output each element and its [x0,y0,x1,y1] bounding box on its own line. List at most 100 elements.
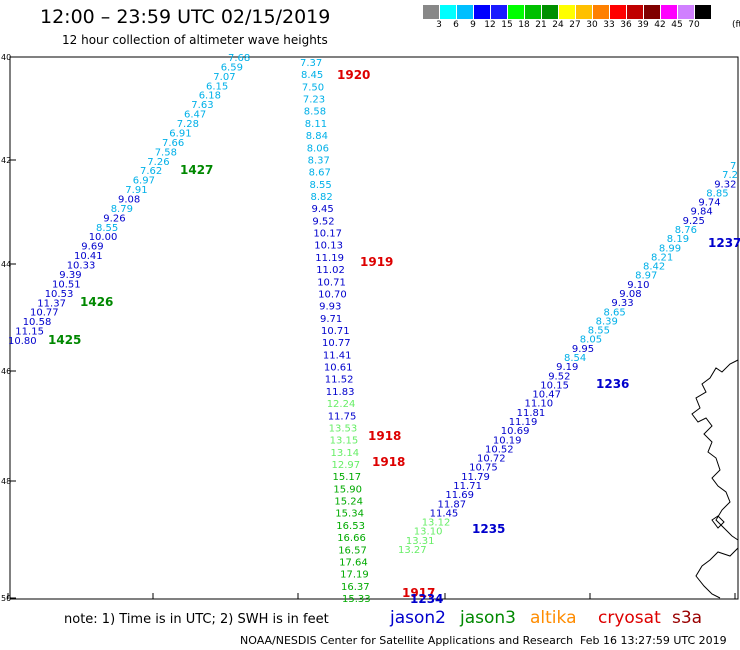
legend-item-jason2: jason2 [390,608,446,628]
colorbar-swatch [507,5,524,19]
pass-time-label: 1426 [80,295,113,309]
wave-height-value: 11.52 [325,375,354,386]
coastline-shape [695,547,739,599]
wave-height-value: 9.39 [59,270,81,281]
colorbar-swatch [626,5,643,19]
wave-height-value: 9.74 [698,198,720,209]
wave-height-value: 6.97 [133,176,155,187]
wave-height-value: 11.19 [509,417,538,428]
wave-height-value: 10.33 [67,261,96,272]
wave-height-value: 8.45 [301,70,323,81]
wave-height-value: 8.99 [659,243,681,254]
wave-height-value: 7.26 [147,157,169,168]
colorbar-tick-label: 39 [637,20,649,30]
wave-height-value: 10.70 [318,290,347,301]
wave-height-value: 10.80 [8,336,37,347]
wave-height-value: 9.25 [683,216,705,227]
wave-height-value: 16.37 [341,582,370,593]
wave-height-value: 10.77 [30,308,59,319]
lat-label: 50 [1,594,11,603]
wave-height-value: 8.54 [564,353,586,364]
wave-height-value: 10.19 [493,435,522,446]
wave-height-value: 15.17 [333,472,362,483]
wave-height-value: 13.12 [422,518,451,529]
wave-height-value: 7.07 [213,72,235,83]
wave-height-value: 7.68 [228,53,250,64]
wave-height-value: 9.84 [691,207,713,218]
pass-time-label: 1235 [472,522,505,536]
colorbar-unit: (ft) [732,20,740,30]
colorbar-swatch [490,5,507,19]
wave-height-value: 8.55 [96,223,118,234]
wave-height-value: 16.53 [336,521,365,532]
wave-height-value: 8.85 [706,188,728,199]
wave-height-value: 9.52 [548,371,570,382]
wave-height-value: 9.93 [319,302,341,313]
colorbar-swatch [660,5,677,19]
wave-height-value: 9.33 [611,298,633,309]
map-title: 12:00 – 23:59 UTC 02/15/2019 [40,6,331,28]
wave-height-value: 17.64 [339,558,368,569]
wave-height-value: 8.21 [651,252,673,263]
colorbar-tick-label: 27 [569,20,581,30]
legend-item-cryosat: cryosat [598,608,661,628]
wave-height-value: 10.52 [485,444,514,455]
colorbar-swatch [422,5,439,19]
wave-height-value: 6.47 [184,110,206,121]
wave-height-value: 13.27 [398,545,427,556]
wave-height-value: 6.59 [221,62,243,73]
colorbar-swatch [541,5,558,19]
lat-label: 44 [1,260,11,269]
wave-height-value: 8.58 [304,107,326,118]
wave-height-value: 9.19 [556,362,578,373]
pass-time-label: 1237 [708,236,740,250]
wave-height-value: 12.24 [327,399,356,410]
lat-label: 42 [1,156,11,165]
map-subtitle: 12 hour collection of altimeter wave hei… [62,33,328,47]
wave-height-value: 8.19 [667,234,689,245]
lat-label: 40 [1,53,11,62]
wave-height-value: 11.69 [445,490,474,501]
pass-time-label: 1236 [596,377,629,391]
wave-height-value: 11.71 [453,481,482,492]
lat-label: 46 [1,367,11,376]
footer-credit: NOAA/NESDIS Center for Satellite Applica… [240,634,574,647]
colorbar-swatch [575,5,592,19]
wave-height-value: 7.50 [302,82,324,93]
wave-height-value: 10.41 [74,251,103,262]
wave-height-value: 8.42 [643,262,665,273]
island-shape [711,515,725,529]
wave-height-value: 8.82 [311,192,333,203]
wave-height-value: 8.39 [596,316,618,327]
wave-height-value: 9.10 [627,280,649,291]
pass-time-label: 1427 [180,163,213,177]
colorbar-tick-label: 36 [620,20,632,30]
coastline-shape [691,359,739,541]
colorbar-swatch [558,5,575,19]
wave-height-value: 10.13 [314,241,343,252]
wave-height-value: 13.53 [329,424,358,435]
wave-height-value: 11.19 [315,253,344,264]
wave-height-value: 10.51 [52,279,81,290]
pass-time-label: 1425 [48,333,81,347]
wave-height-value: 11.75 [328,411,357,422]
colorbar-tick-label: 3 [436,20,442,30]
colorbar-tick-label: 21 [535,20,547,30]
wave-height-value: 6.18 [199,91,221,102]
wave-height-value: 7.28 [177,119,199,130]
wave-height-value: 16.66 [337,533,366,544]
wave-height-value: 11.79 [461,472,490,483]
wave-height-value: 15.34 [335,509,364,520]
wave-height-value: 10.15 [540,380,569,391]
colorbar-swatch [643,5,660,19]
wave-height-value: 16.57 [338,545,367,556]
wave-height-value: 7.23 [303,95,325,106]
wave-height-value: 13.31 [406,536,435,547]
wave-height-value: 8.67 [309,168,331,179]
wave-height-value: 7.66 [162,138,184,149]
wave-height-value: 9.08 [118,195,140,206]
wave-height-value: 7.37 [300,58,322,69]
wave-height-value: 11.41 [323,350,352,361]
